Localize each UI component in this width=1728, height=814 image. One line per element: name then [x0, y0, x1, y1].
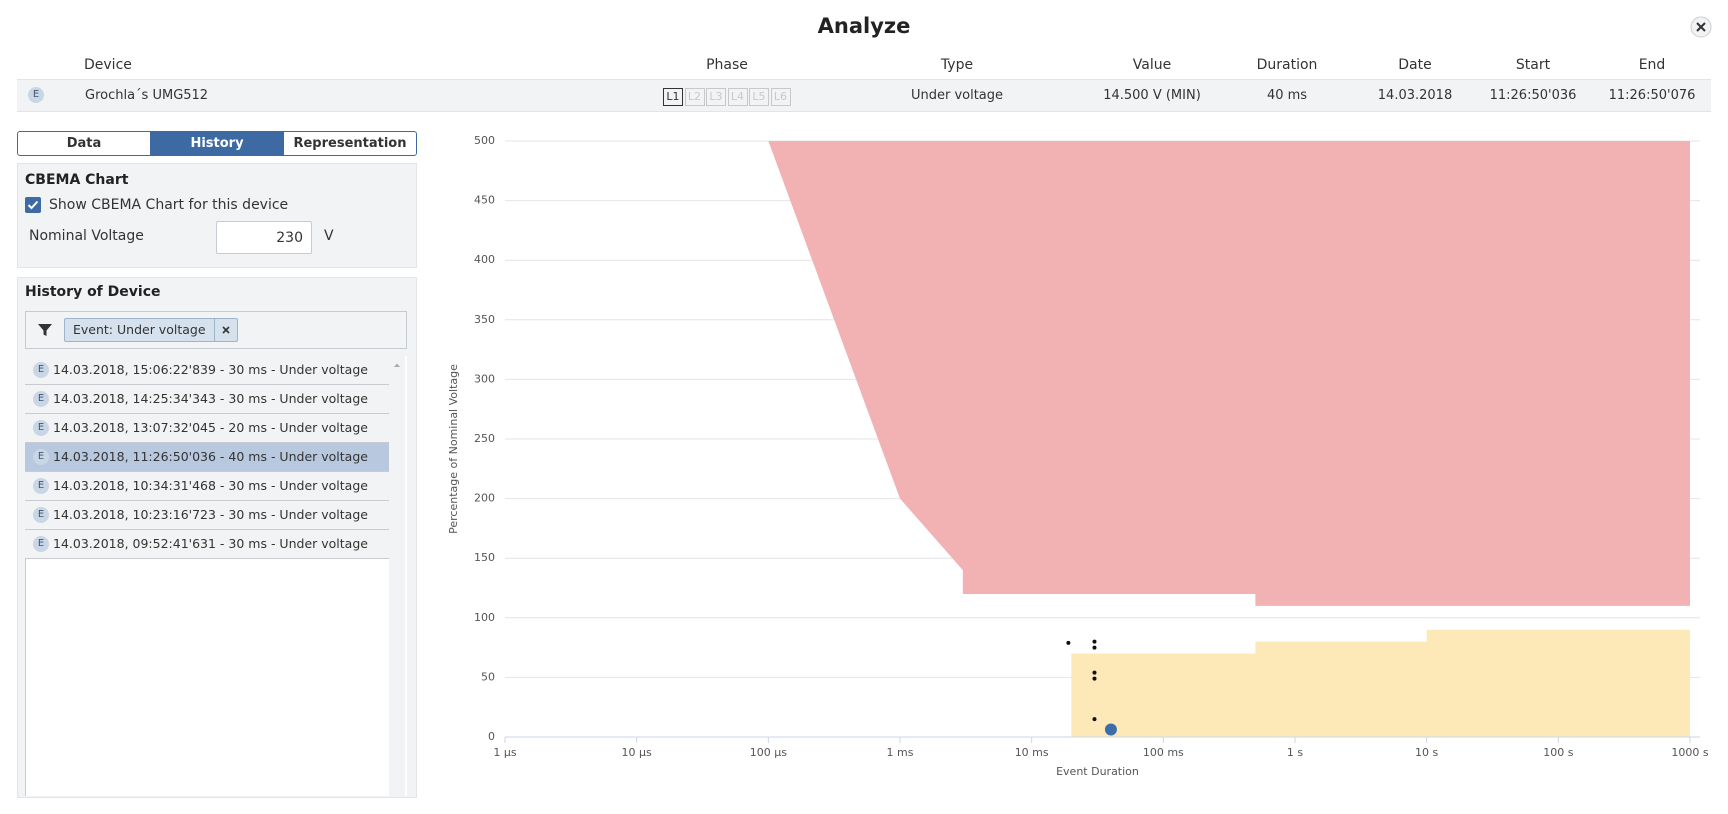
y-tick-label: 350 [474, 313, 495, 326]
phase-box[interactable]: L4 [727, 88, 748, 106]
x-axis-label: Event Duration [1056, 765, 1139, 778]
y-tick-label: 50 [481, 670, 495, 683]
close-button[interactable] [1690, 16, 1712, 38]
event-icon: E [33, 536, 49, 552]
remove-filter[interactable] [215, 319, 237, 341]
column-header: End [1638, 57, 1666, 73]
y-tick-label: 0 [488, 730, 495, 743]
cbema-title: CBEMA Chart [25, 172, 129, 188]
history-item[interactable]: E 14.03.2018, 13:07:32'045 - 20 ms - Unde… [25, 414, 389, 443]
column-header: Value [1132, 57, 1172, 73]
history-text: 14.03.2018, 14:25:34'343 - 30 ms - Under… [53, 391, 368, 406]
x-tick-label: 100 µs [750, 746, 787, 759]
cbema-area [768, 141, 1690, 606]
tab[interactable]: History [151, 132, 284, 155]
y-tick-label: 300 [474, 372, 495, 385]
y-tick-label: 450 [474, 194, 495, 207]
x-tick-label: 100 s [1543, 746, 1573, 759]
x-tick-label: 1 ms [887, 746, 914, 759]
event-icon: E [28, 87, 44, 103]
x-tick-label: 100 ms [1143, 746, 1184, 759]
checkbox[interactable] [25, 197, 41, 213]
cbema-chart: 0 50 100 150 200 250 300 350 400 450 500 1 µs 10 µs 1… [447, 134, 1709, 778]
filter-box[interactable]: Event: Under voltage [25, 311, 407, 349]
device-name: Grochla´s UMG512 [85, 88, 209, 103]
column-header: Device [84, 57, 132, 73]
event-point [1066, 640, 1071, 645]
history-item[interactable]: E 14.03.2018, 15:06:22'839 - 30 ms - Unde… [25, 356, 389, 385]
x-tick-label: 10 µs [622, 746, 652, 759]
history-item[interactable]: E 14.03.2018, 11:26:50'036 - 40 ms - Unde… [25, 443, 389, 472]
history-item[interactable]: E 14.03.2018, 14:25:34'343 - 30 ms - Unde… [25, 385, 389, 414]
event-icon: E [33, 362, 49, 378]
phase-box[interactable]: L1 [663, 88, 683, 106]
column-header: Start [1515, 57, 1551, 73]
phase-box[interactable]: L5 [749, 88, 769, 106]
history-item[interactable]: E 14.03.2018, 09:52:41'631 - 30 ms - Unde… [25, 530, 389, 559]
cbema-area [1071, 629, 1690, 737]
scrollbar[interactable] [389, 356, 405, 796]
tab-bar: Data History Representation [17, 131, 417, 156]
event-icon: E [33, 391, 49, 407]
event-icon: E [33, 478, 49, 494]
cell-value: 14.500 V (MIN) [1103, 88, 1201, 103]
history-text: 14.03.2018, 09:52:41'631 - 30 ms - Under… [53, 536, 368, 551]
cell-start: 11:26:50'036 [1489, 88, 1577, 103]
phase-box[interactable]: L2 [684, 88, 705, 106]
x-tick-label: 10 s [1415, 746, 1438, 759]
column-header: Phase [706, 57, 748, 73]
cell-date: 14.03.2018 [1377, 88, 1453, 103]
cell-duration: 40 ms [1266, 88, 1308, 103]
event-point [1092, 670, 1097, 675]
x-tick-label: 1 s [1287, 746, 1303, 759]
cell-end: 11:26:50'076 [1608, 88, 1696, 103]
nominal-label: Nominal Voltage [29, 228, 144, 244]
history-text: 14.03.2018, 11:26:50'036 - 40 ms - Under… [53, 449, 368, 464]
cell-type: Under voltage [910, 88, 1004, 103]
checkbox-label: Show CBEMA Chart for this device [49, 197, 289, 213]
event-point [1092, 645, 1097, 650]
x-tick-label: 1 µs [493, 746, 516, 759]
phase-box[interactable]: L6 [770, 88, 791, 106]
y-tick-label: 250 [474, 432, 495, 445]
history-title: History of Device [25, 284, 161, 300]
x-tick-label: 1000 s [1671, 746, 1708, 759]
phase-box[interactable]: L3 [706, 88, 726, 106]
tab[interactable]: Representation [293, 136, 407, 151]
y-tick-label: 200 [474, 492, 495, 505]
y-tick-label: 400 [474, 253, 495, 266]
y-tick-label: 100 [474, 611, 495, 624]
history-text: 14.03.2018, 13:07:32'045 - 20 ms - Under… [53, 420, 368, 435]
y-tick-label: 150 [474, 551, 495, 564]
event-icon: E [33, 420, 49, 436]
tab[interactable]: Data [18, 132, 151, 155]
column-header: Type [940, 57, 974, 73]
unit: V [324, 228, 334, 244]
event-icon: E [33, 449, 49, 465]
column-header: Duration [1256, 57, 1318, 73]
event-point [1104, 723, 1117, 736]
history-text: 14.03.2018, 10:23:16'723 - 30 ms - Under… [53, 507, 368, 522]
dialog-title: Analyze [817, 14, 911, 38]
x-tick-label: 10 ms [1015, 746, 1049, 759]
history-item[interactable]: E 14.03.2018, 10:23:16'723 - 30 ms - Unde… [25, 501, 389, 530]
event-point [1092, 717, 1097, 722]
event-point [1092, 676, 1097, 681]
history-text: 14.03.2018, 10:34:31'468 - 30 ms - Under… [53, 478, 368, 493]
y-tick-label: 500 [474, 134, 495, 147]
history-text: 14.03.2018, 15:06:22'839 - 30 ms - Under… [53, 362, 368, 377]
event-icon: E [33, 507, 49, 523]
nominal-input[interactable]: 230 [216, 221, 312, 254]
column-header: Date [1398, 57, 1432, 73]
event-row [17, 79, 1711, 112]
event-point [1092, 639, 1097, 644]
filter-tag: Event: Under voltage [65, 319, 215, 341]
history-item[interactable]: E 14.03.2018, 10:34:31'468 - 30 ms - Unde… [25, 472, 389, 501]
y-axis-label: Percentage of Nominal Voltage [447, 364, 460, 534]
